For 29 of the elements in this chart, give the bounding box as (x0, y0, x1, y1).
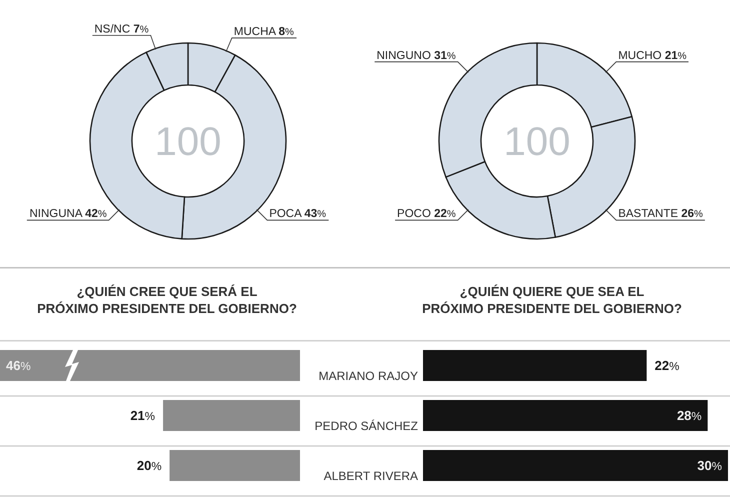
data-label: 20% (136, 458, 162, 473)
y-tick-label: ALBERT RIVERA (324, 469, 418, 483)
slice-label: NS/NC (94, 23, 134, 36)
data-label: 30% (697, 458, 722, 473)
data-label: 21% (130, 408, 156, 423)
text: 100 (504, 120, 570, 164)
slice-label: POCO (397, 208, 434, 220)
chart-title: ¿QUIÉN CREE QUE SERÁ EL PRÓXIMO PRESIDENTE DEL GOBIERNO? (37, 284, 297, 316)
y-tick-label: PEDRO SÁNCHEZ (314, 419, 418, 433)
data-label: 7% (133, 23, 149, 36)
text: 100 (154, 120, 222, 164)
data-label: 42% (85, 208, 107, 220)
data-label: 21% (664, 50, 687, 62)
data-label: 43% (304, 208, 326, 220)
data-label: 22% (654, 358, 680, 373)
data-label: 26% (681, 208, 704, 220)
data-label: 46% (6, 358, 31, 373)
slice-label: POCA (269, 208, 304, 220)
data-label: 22% (434, 208, 456, 220)
data-label: 31% (434, 50, 456, 62)
slice-label: MUCHA (234, 26, 279, 38)
chart-title: ¿QUIÉN QUIERE QUE SEA EL PRÓXIMO PRESIDENTE DEL GOBIERNO? (422, 284, 682, 316)
slice-label: MUCHO (618, 50, 665, 62)
data-label: 8% (278, 26, 294, 38)
data-label: 28% (676, 408, 702, 423)
slice-label: BASTANTE (618, 208, 682, 220)
slice-label: NINGUNO (376, 50, 434, 62)
y-tick-label: MARIANO RAJOY (318, 369, 418, 383)
slice-label: NINGUNA (30, 208, 86, 220)
